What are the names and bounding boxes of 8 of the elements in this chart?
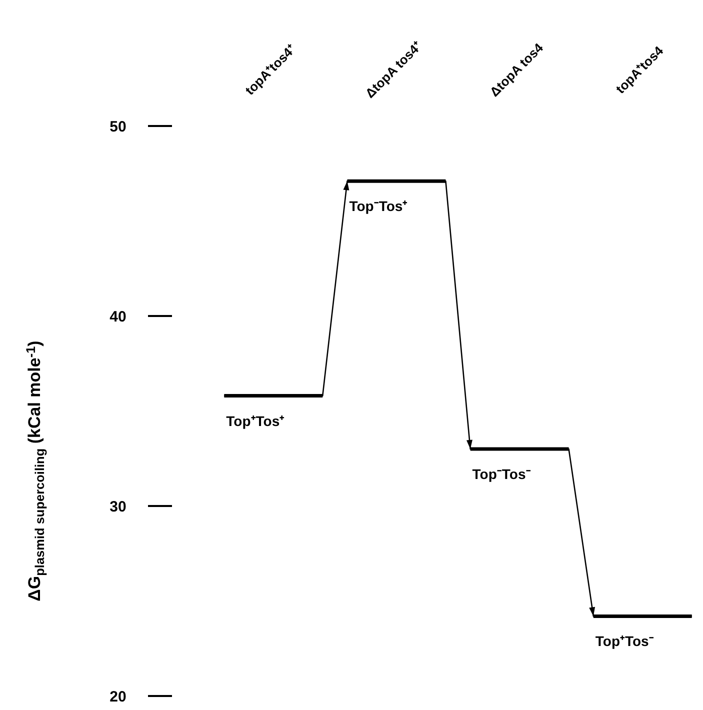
annotation: Top⁺Tos⁺	[226, 412, 285, 429]
y-tick-label: 20	[110, 688, 126, 706]
y-tick-label: 50	[110, 118, 126, 136]
y-tick-label: 40	[110, 308, 126, 326]
annotation: Top⁻Tos⁺	[349, 198, 408, 214]
annotation: Top⁺Tos⁻	[595, 633, 654, 650]
annotation: Top⁻Tos⁻	[472, 466, 531, 482]
y-tick-label: 30	[110, 498, 126, 516]
